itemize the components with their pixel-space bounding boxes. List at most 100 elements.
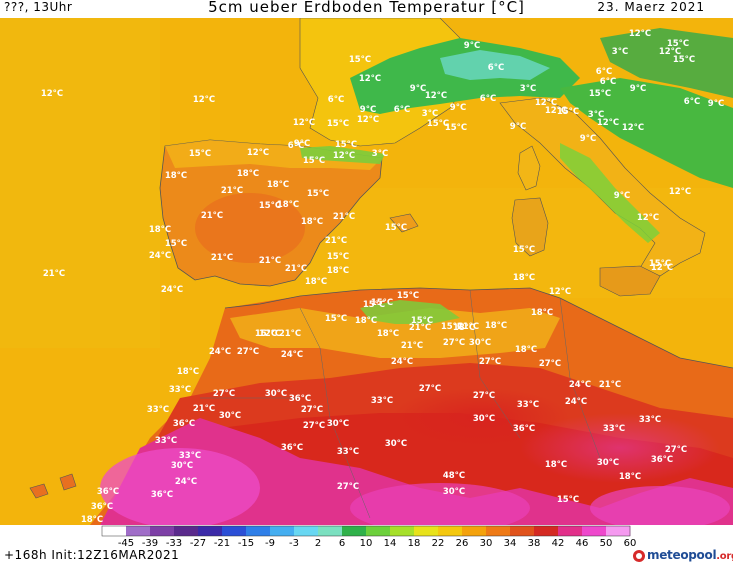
temperature-label: 12°C [333,151,355,161]
temperature-label: 12°C [425,91,447,101]
temperature-label: 12°C [293,118,315,128]
coastline-north-africa [224,287,733,369]
legend-tick-label: -21 [214,538,230,547]
legend-tick-label: -27 [190,538,206,547]
temperature-label: 15°C [673,55,695,65]
legend-swatch [414,526,439,536]
temperature-label: 21°C [193,404,215,414]
temperature-label: 30°C [443,487,465,497]
legend-swatch [150,526,175,536]
legend-tick-label: 6 [339,538,345,547]
temperature-label: 18°C [327,266,349,276]
pyrenees [300,146,385,164]
temperature-label: 18°C [513,273,535,283]
legend-tick-label: 22 [432,538,445,547]
temperature-label: 15°C [371,298,393,308]
temperature-label: 27°C [443,338,465,348]
temperature-label: 9°C [360,105,376,115]
temperature-label: 9°C [614,191,630,201]
dinaric-alps [560,78,733,188]
temperature-label: 21°C [211,253,233,263]
legend-swatch [534,526,559,536]
temperature-label: 30°C [171,461,193,471]
temperature-label: 9°C [410,84,426,94]
temperature-label: 6°C [328,95,344,105]
temperature-label: 12°C [659,47,681,57]
temperature-label: 33°C [639,415,661,425]
temperature-label: 15°C [349,55,371,65]
temperature-label: 18°C [81,515,103,525]
atlas-high-terrain [360,300,460,324]
temperature-label: 18°C [453,323,475,333]
temperature-label: 21°C [201,211,223,221]
legend-tick-label: 38 [528,538,541,547]
temperature-label: 12°C [651,263,673,273]
temperature-label: 12°C [669,187,691,197]
temperature-label: 24°C [391,357,413,367]
temperature-label: 15°C [445,123,467,133]
meteopool-logo[interactable]: meteopool.org [633,548,733,564]
temperature-label: 18°C [277,200,299,210]
color-legend: -45 -39 -33 -27 -21 -15 -9 -3 2 6 10 14 18 22 26 30 34 38… [101,525,636,547]
apennines [560,143,660,243]
temperature-labels: 12°C12°C15°C12°C12°C15°C9°C6°C3°C6°C9°C 3… [41,29,724,525]
legend-swatch [318,526,343,536]
temperature-label: 15°C [189,149,211,159]
legend-tick-label: -39 [142,538,158,547]
temperature-label: 27°C [473,391,495,401]
open-atlantic [0,18,160,348]
heat-blob-libya [520,413,720,483]
temperature-label: 33°C [179,451,201,461]
sahara-hotspot-west [100,448,260,525]
temperature-label: 15°C [307,189,329,199]
legend-tick-label: 42 [552,538,565,547]
temperature-label: 6°C [600,77,616,87]
iberia-north-cooler [165,140,382,170]
legend-swatch [126,526,151,536]
balearic-islands [389,213,419,233]
legend-tick-label: 10 [360,538,373,547]
temperature-label: 15°C [557,107,579,117]
legend-swatch [246,526,271,536]
temperature-label: 12°C [629,29,651,39]
temperature-label: 18°C [545,460,567,470]
temperature-label: 33°C [155,436,177,446]
temperature-label: 27°C [213,389,235,399]
temperature-label: 3°C [612,47,628,57]
legend-tick-label: -45 [118,538,134,547]
temperature-label: 21°C [333,212,355,222]
temperature-label: 6°C [394,105,410,115]
temperature-label: 6°C [596,67,612,77]
temperature-label: 30°C [469,338,491,348]
legend-tick-label: 30 [480,538,493,547]
temperature-label: 18°C [515,345,537,355]
temperature-label: 3°C [372,149,388,159]
temperature-label: 6°C [480,94,496,104]
temperature-label: 9°C [580,134,596,144]
temperature-map[interactable]: 12°C12°C15°C12°C12°C15°C9°C6°C3°C6°C9°C 3… [0,18,733,525]
temperature-label: 12°C [597,118,619,128]
legend-swatch [486,526,511,536]
map-footer: -45 -39 -33 -27 -21 -15 -9 -3 2 6 10 14 18 22 26 30 34 38… [0,525,733,566]
run-info: +168h Init:12Z16MAR2021 [4,548,180,562]
temperature-label: 6°C [684,97,700,107]
temperature-label: 21°C [401,341,423,351]
temperature-label: 21°C [285,264,307,274]
temperature-label: 15°C [363,300,385,310]
temperature-label: 18°C [149,225,171,235]
legend-swatch [198,526,223,536]
temperature-label: 24°C [149,251,171,261]
temperature-label: 12°C [535,98,557,108]
temperature-label: 21°C [325,236,347,246]
temperature-label: 36°C [91,502,113,512]
temperature-label: 30°C [473,414,495,424]
temperature-label: 15°C [255,329,277,339]
temperature-label: 36°C [513,424,535,434]
temperature-label: 12°C [549,287,571,297]
temperature-label: 15°C [557,495,579,505]
temperature-label: 15°C [259,201,281,211]
temperature-label: 18°C [485,321,507,331]
temperature-label: 21°C [409,323,431,333]
temperature-label: 15°C [427,119,449,129]
temperature-label: 15°C [325,314,347,324]
